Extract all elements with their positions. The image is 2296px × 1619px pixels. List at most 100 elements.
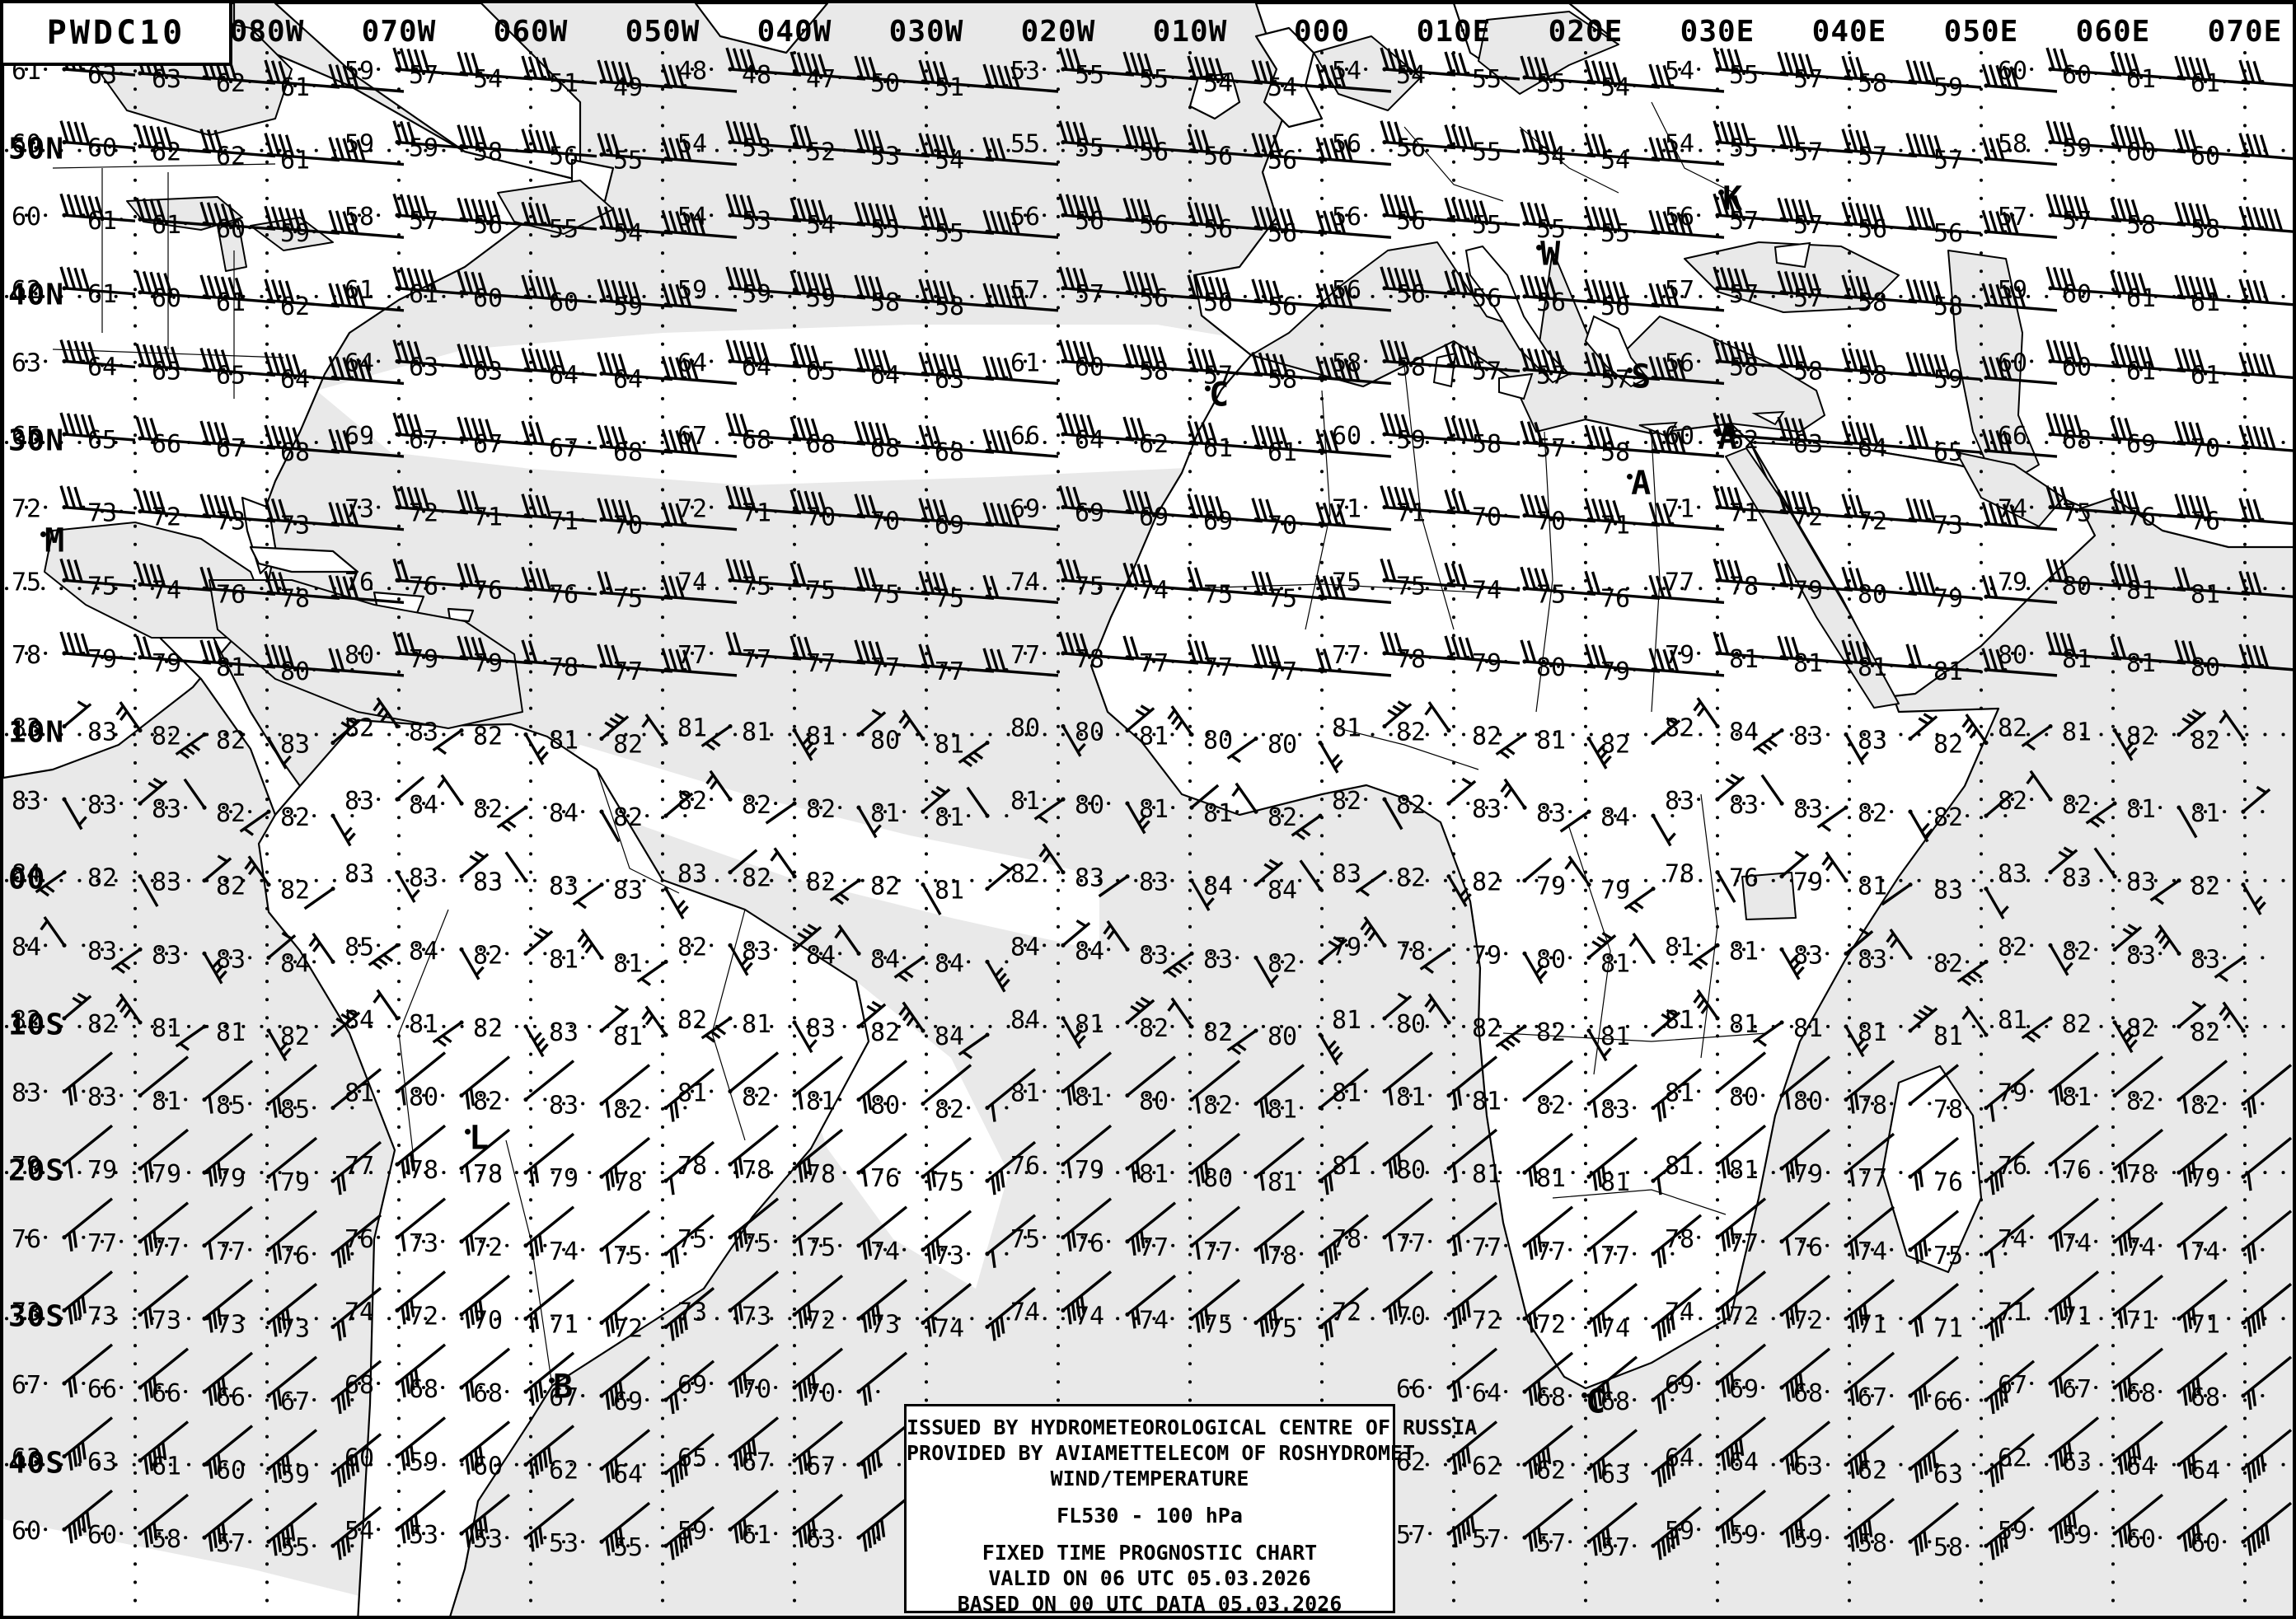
wind-barb [2174,274,2251,304]
station: 71 [549,498,673,536]
station-temp: 75 [677,1225,707,1254]
station: 75 [1203,570,1328,609]
station-temp: 80 [280,657,310,686]
wind-barb [460,948,485,980]
wind-barb [1777,635,1853,665]
station-temp: 58 [870,288,900,317]
station-temp: 62 [549,1457,579,1486]
station: 81 [677,714,733,751]
wind-barb [986,863,1015,891]
station-temp: 84 [409,791,438,820]
wind-barb [1447,875,1472,907]
station: 60 [2062,343,2186,381]
wind-barb [59,266,136,296]
lon-label: 080W [229,15,305,49]
wind-barb [1122,51,1199,81]
station-temp: 60 [1332,422,1361,451]
station: 70 [806,494,930,532]
wind-barb [1713,266,1789,296]
station-temp: 72 [1858,508,1887,536]
station-temp: 80 [344,641,374,670]
station: 70 [2191,424,2293,463]
station-temp: 61 [1267,438,1297,467]
wind-barb [1844,733,1869,765]
station-temp: 81 [1472,1088,1502,1116]
wind-barb [1162,952,1193,979]
station-temp: 49 [613,73,643,102]
wind-barb [1444,343,1521,373]
station: 82 [1267,803,1360,840]
wind-barb [664,887,689,919]
station: 65 [87,416,212,455]
wind-barb [725,558,802,587]
station-temp: 84 [935,1022,964,1051]
wind-barb [725,120,802,150]
station-temp: 82 [2126,1014,2156,1043]
station-temp: 62 [1472,1453,1502,1481]
wind-barb [199,639,276,669]
station-temp: 83 [1933,877,1963,905]
station-temp: 82 [1998,787,2027,816]
station-temp: 77 [152,1233,181,1262]
wind-barb [2110,562,2186,592]
wind-barb [982,63,1059,93]
wind-barb [2174,420,2251,450]
wind-barb [661,428,738,458]
station-temp: 60 [2191,143,2220,171]
wind-barb [396,775,425,801]
station: 64 [1858,424,1982,463]
wind-barb [982,283,1059,312]
station-temp: 78 [742,1156,771,1185]
station: 62 [1729,416,1853,455]
station: 54 [613,209,738,248]
station: 75 [1075,562,1199,601]
station-temp: 54 [677,130,707,159]
station-temp: 61 [2191,288,2220,317]
station: 83 [409,718,464,756]
station-temp: 83 [1793,722,1823,751]
station-temp: 56 [1267,292,1297,321]
station: 84 [1203,859,1284,901]
wind-barb [2238,424,2293,452]
station: 56 [1267,137,1392,175]
wind-barb [1981,209,2058,239]
station-temp: 57 [1536,1529,1566,1558]
station-temp: 85 [280,1096,310,1125]
station-temp: 83 [1075,864,1104,893]
station-temp: 82 [1933,949,1963,978]
station-temp: 77 [1665,568,1694,597]
station-temp: 56 [1332,203,1361,232]
wind-barb [982,648,1059,677]
wind-barb [1251,278,1328,308]
station: 47 [806,55,930,94]
wind-barb [918,424,995,454]
station: 58 [1729,343,1853,381]
wind-barb [1584,424,1661,454]
station: 71 [742,489,866,528]
station-temp: 79 [152,649,181,678]
station: 81 [216,1018,292,1062]
wind-barb [135,635,212,665]
wind-barb [1380,412,1456,442]
wind-barb [1648,355,1725,386]
station: 69 [1203,498,1328,536]
station-temp: 60 [2062,280,2092,309]
station-temp: 77 [1267,657,1297,686]
station-temp: 70 [742,1375,771,1404]
wind-barb [2110,635,2186,665]
station: 57 [1858,133,1982,171]
station: 81 [1858,643,1982,682]
station-temp: 63 [1793,430,1823,459]
station-temp: 85 [344,933,374,962]
station-temp: 82 [216,799,246,828]
wind-barb [1190,879,1215,911]
station: 54 [1396,51,1521,90]
wind-barb [982,574,1059,604]
station-temp: 72 [1793,503,1823,532]
wind-barb [392,558,469,587]
station: 82 [344,697,400,742]
wind-barb [790,562,866,592]
station: 64 [280,355,405,394]
station-temp: 83 [1139,868,1169,897]
wind-barb [2242,883,2266,915]
